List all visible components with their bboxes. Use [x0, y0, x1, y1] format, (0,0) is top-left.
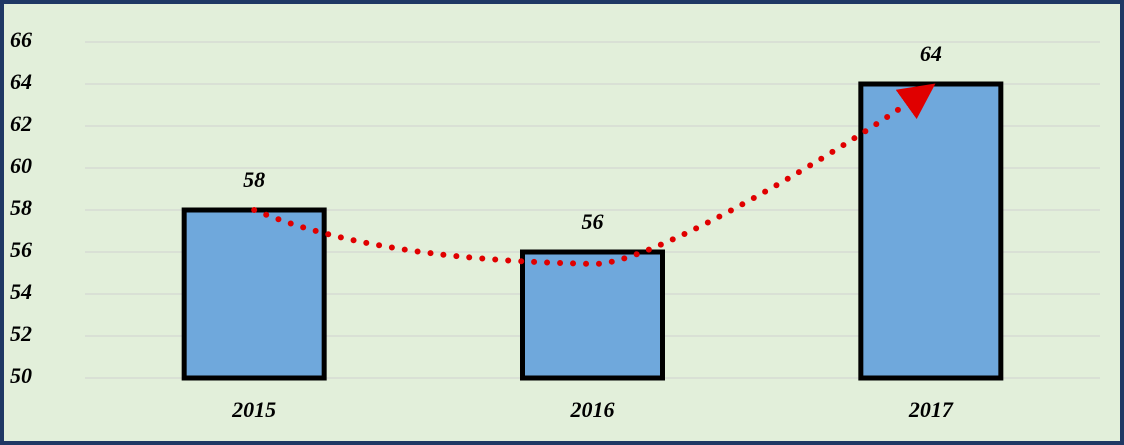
y-tick-label: 56	[10, 237, 32, 262]
y-tick-label: 52	[10, 321, 32, 346]
data-label: 64	[920, 41, 942, 66]
y-tick-label: 64	[10, 69, 32, 94]
y-tick-label: 50	[10, 363, 32, 388]
bar	[858, 81, 1004, 381]
y-tick-label: 58	[10, 195, 32, 220]
y-tick-label: 60	[10, 153, 32, 178]
bar	[520, 249, 665, 381]
data-label: 58	[243, 167, 265, 192]
trend-arrow	[251, 83, 936, 268]
x-tick-label: 2015	[231, 397, 276, 422]
bar	[181, 207, 327, 381]
y-tick-label: 66	[10, 27, 32, 52]
data-label: 56	[582, 209, 604, 234]
y-tick-label: 54	[10, 279, 32, 304]
x-tick-label: 2016	[570, 397, 615, 422]
y-tick-label: 62	[10, 111, 32, 136]
x-tick-label: 2017	[908, 397, 954, 422]
